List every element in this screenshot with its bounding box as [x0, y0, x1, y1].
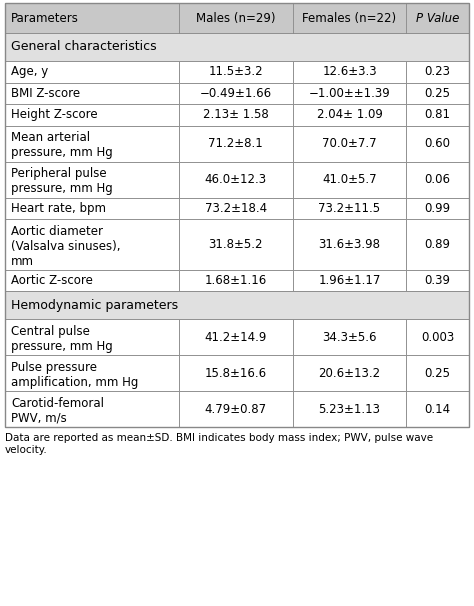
- Bar: [406, 61, 469, 82]
- Text: −1.00±±1.39: −1.00±±1.39: [309, 87, 391, 100]
- Text: 0.81: 0.81: [425, 108, 451, 121]
- Bar: [406, 162, 469, 198]
- Text: Aortic diameter
(Valsalva sinuses),
mm: Aortic diameter (Valsalva sinuses), mm: [11, 224, 120, 267]
- Bar: [5, 219, 179, 270]
- Text: 31.8±5.2: 31.8±5.2: [209, 238, 263, 251]
- Text: Pulse pressure
amplification, mm Hg: Pulse pressure amplification, mm Hg: [11, 361, 138, 388]
- Text: General characteristics: General characteristics: [11, 41, 156, 53]
- Text: 5.23±1.13: 5.23±1.13: [319, 402, 381, 416]
- Bar: [406, 391, 469, 427]
- Bar: [179, 61, 292, 82]
- Bar: [5, 162, 179, 198]
- Bar: [406, 198, 469, 219]
- Bar: [179, 82, 292, 104]
- Bar: [179, 125, 292, 162]
- Text: 0.23: 0.23: [425, 65, 451, 78]
- Text: Height Z-score: Height Z-score: [11, 108, 98, 121]
- Bar: [292, 391, 406, 427]
- Text: P Value: P Value: [416, 12, 459, 24]
- Text: 46.0±12.3: 46.0±12.3: [205, 173, 267, 186]
- Bar: [5, 82, 179, 104]
- Bar: [292, 219, 406, 270]
- Bar: [5, 33, 469, 61]
- Text: Parameters: Parameters: [11, 12, 79, 24]
- Bar: [5, 291, 469, 319]
- Bar: [292, 104, 406, 125]
- Text: 70.0±7.7: 70.0±7.7: [322, 137, 377, 150]
- Bar: [406, 219, 469, 270]
- Bar: [292, 82, 406, 104]
- Text: 0.003: 0.003: [421, 330, 454, 344]
- Text: 1.96±1.17: 1.96±1.17: [319, 274, 381, 287]
- Text: 4.79±0.87: 4.79±0.87: [205, 402, 267, 416]
- Text: 12.6±3.3: 12.6±3.3: [322, 65, 377, 78]
- Bar: [5, 125, 179, 162]
- Text: 2.04± 1.09: 2.04± 1.09: [317, 108, 383, 121]
- Text: Central pulse
pressure, mm Hg: Central pulse pressure, mm Hg: [11, 324, 113, 353]
- Bar: [179, 219, 292, 270]
- Text: 34.3±5.6: 34.3±5.6: [322, 330, 377, 344]
- Bar: [292, 270, 406, 291]
- Bar: [406, 355, 469, 391]
- Text: 0.60: 0.60: [425, 137, 451, 150]
- Text: Hemodynamic parameters: Hemodynamic parameters: [11, 299, 178, 311]
- Text: 31.6±3.98: 31.6±3.98: [319, 238, 381, 251]
- Bar: [179, 104, 292, 125]
- Bar: [5, 319, 179, 355]
- Bar: [406, 270, 469, 291]
- Text: 0.99: 0.99: [425, 202, 451, 215]
- Text: 0.14: 0.14: [425, 402, 451, 416]
- Bar: [292, 319, 406, 355]
- Text: 0.25: 0.25: [425, 367, 451, 379]
- Text: Mean arterial
pressure, mm Hg: Mean arterial pressure, mm Hg: [11, 131, 113, 159]
- Text: 41.2±14.9: 41.2±14.9: [205, 330, 267, 344]
- Text: 0.39: 0.39: [425, 274, 451, 287]
- Bar: [406, 319, 469, 355]
- Text: 73.2±18.4: 73.2±18.4: [205, 202, 267, 215]
- Text: 0.89: 0.89: [425, 238, 451, 251]
- Text: 41.0±5.7: 41.0±5.7: [322, 173, 377, 186]
- Bar: [292, 125, 406, 162]
- Bar: [406, 82, 469, 104]
- Text: Aortic Z-score: Aortic Z-score: [11, 274, 93, 287]
- Bar: [292, 61, 406, 82]
- Bar: [179, 319, 292, 355]
- Bar: [179, 198, 292, 219]
- Bar: [5, 198, 179, 219]
- Text: 11.5±3.2: 11.5±3.2: [209, 65, 263, 78]
- Text: 0.06: 0.06: [425, 173, 451, 186]
- Text: Peripheral pulse
pressure, mm Hg: Peripheral pulse pressure, mm Hg: [11, 167, 113, 195]
- Text: 71.2±8.1: 71.2±8.1: [209, 137, 263, 150]
- Text: Heart rate, bpm: Heart rate, bpm: [11, 202, 106, 215]
- Bar: [5, 104, 179, 125]
- Bar: [5, 61, 179, 82]
- Text: 20.6±13.2: 20.6±13.2: [319, 367, 381, 379]
- Text: −0.49±1.66: −0.49±1.66: [200, 87, 272, 100]
- Text: 73.2±11.5: 73.2±11.5: [319, 202, 381, 215]
- Bar: [5, 391, 179, 427]
- Bar: [5, 3, 469, 427]
- Text: 15.8±16.6: 15.8±16.6: [205, 367, 267, 379]
- Text: Carotid-femoral
PWV, m/s: Carotid-femoral PWV, m/s: [11, 396, 104, 424]
- Bar: [179, 391, 292, 427]
- Text: 0.25: 0.25: [425, 87, 451, 100]
- Text: 1.68±1.16: 1.68±1.16: [205, 274, 267, 287]
- Text: 2.13± 1.58: 2.13± 1.58: [203, 108, 269, 121]
- Bar: [179, 355, 292, 391]
- Text: Females (n=22): Females (n=22): [302, 12, 397, 24]
- Bar: [406, 125, 469, 162]
- Bar: [5, 3, 469, 33]
- Bar: [5, 355, 179, 391]
- Text: Age, y: Age, y: [11, 65, 48, 78]
- Text: Data are reported as mean±SD. BMI indicates body mass index; PWV, pulse wave
vel: Data are reported as mean±SD. BMI indica…: [5, 433, 433, 454]
- Bar: [406, 104, 469, 125]
- Bar: [292, 198, 406, 219]
- Bar: [292, 355, 406, 391]
- Text: BMI Z-score: BMI Z-score: [11, 87, 80, 100]
- Bar: [5, 270, 179, 291]
- Bar: [292, 162, 406, 198]
- Text: Males (n=29): Males (n=29): [196, 12, 275, 24]
- Bar: [179, 270, 292, 291]
- Bar: [179, 162, 292, 198]
